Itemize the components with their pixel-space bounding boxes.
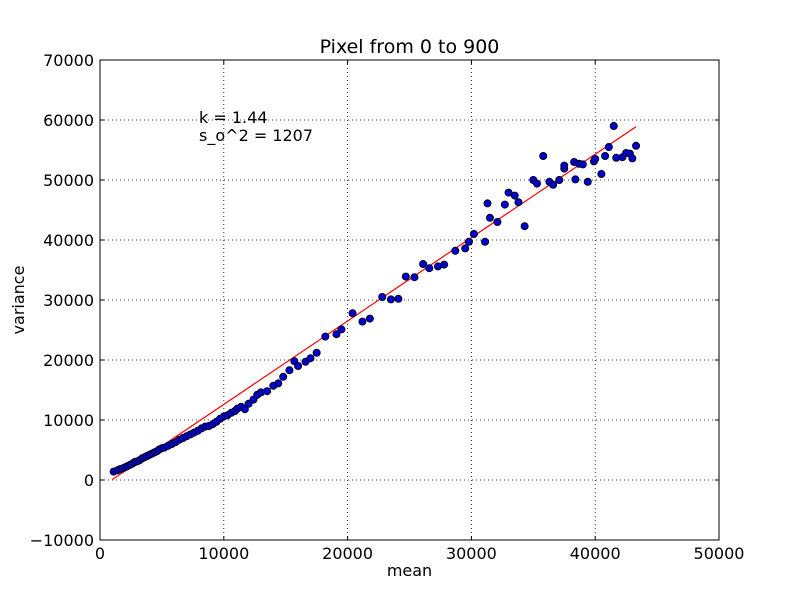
- data-point: [483, 199, 492, 208]
- data-point: [485, 213, 494, 222]
- data-point: [481, 237, 490, 246]
- annotation-k: k = 1.44: [199, 108, 267, 127]
- x-tick-label: 30000: [446, 544, 497, 563]
- data-point: [386, 295, 395, 304]
- data-point: [285, 366, 294, 375]
- y-tick-label: 10000: [43, 411, 94, 430]
- data-point: [348, 309, 357, 318]
- annotation-s0-squared: s_o^2 = 1207: [199, 126, 313, 146]
- data-point: [394, 294, 403, 303]
- y-axis-label: variance: [9, 266, 28, 335]
- data-point: [312, 348, 321, 357]
- data-point: [578, 160, 587, 169]
- data-point: [365, 314, 374, 323]
- data-point: [419, 259, 428, 268]
- data-point: [469, 229, 478, 238]
- x-tick-label: 0: [95, 544, 105, 563]
- data-point: [571, 175, 580, 184]
- axis-ticks: 0 10000 20000 30000 40000 50000−1000001000020…: [30, 51, 745, 563]
- x-axis-label: mean: [387, 561, 432, 580]
- data-point: [464, 237, 473, 246]
- data-point: [306, 354, 315, 363]
- data-point: [632, 141, 641, 150]
- data-point: [240, 405, 249, 414]
- y-tick-label: 60000: [43, 111, 94, 130]
- data-point: [274, 379, 283, 388]
- data-point: [358, 317, 367, 326]
- data-point: [549, 180, 558, 189]
- data-point: [425, 264, 434, 273]
- y-tick-label: 20000: [43, 351, 94, 370]
- x-tick-label: 10000: [198, 544, 249, 563]
- data-point: [279, 372, 288, 381]
- data-point: [294, 361, 303, 370]
- x-tick-label: 40000: [570, 544, 621, 563]
- data-point: [583, 177, 592, 186]
- data-point: [321, 332, 330, 341]
- y-tick-label: −10000: [30, 531, 94, 550]
- data-point: [401, 272, 410, 281]
- y-tick-label: 30000: [43, 291, 94, 310]
- data-point: [493, 217, 502, 226]
- x-tick-label: 20000: [322, 544, 373, 563]
- data-point: [604, 142, 613, 151]
- data-point: [591, 154, 600, 163]
- data-point: [451, 246, 460, 255]
- y-tick-label: 40000: [43, 231, 94, 250]
- data-point: [560, 161, 569, 170]
- data-point: [628, 154, 637, 163]
- data-point: [520, 222, 529, 231]
- data-point: [500, 200, 509, 209]
- y-tick-label: 0: [84, 471, 94, 490]
- data-point: [533, 179, 542, 188]
- data-point: [378, 292, 387, 301]
- data-point: [597, 169, 606, 178]
- data-point: [514, 198, 523, 207]
- data-point: [410, 273, 419, 282]
- data-point: [555, 175, 564, 184]
- chart-title: Pixel from 0 to 900: [320, 36, 500, 58]
- data-point: [510, 191, 519, 200]
- y-tick-label: 50000: [43, 171, 94, 190]
- data-point: [332, 330, 341, 339]
- data-point: [539, 151, 548, 160]
- y-tick-label: 70000: [43, 51, 94, 70]
- data-point: [337, 325, 346, 334]
- data-point: [461, 244, 470, 253]
- data-point: [601, 151, 610, 160]
- data-point: [609, 122, 618, 131]
- data-point: [263, 387, 272, 396]
- data-points: [109, 122, 641, 476]
- data-point: [440, 260, 449, 269]
- x-tick-label: 50000: [694, 544, 745, 563]
